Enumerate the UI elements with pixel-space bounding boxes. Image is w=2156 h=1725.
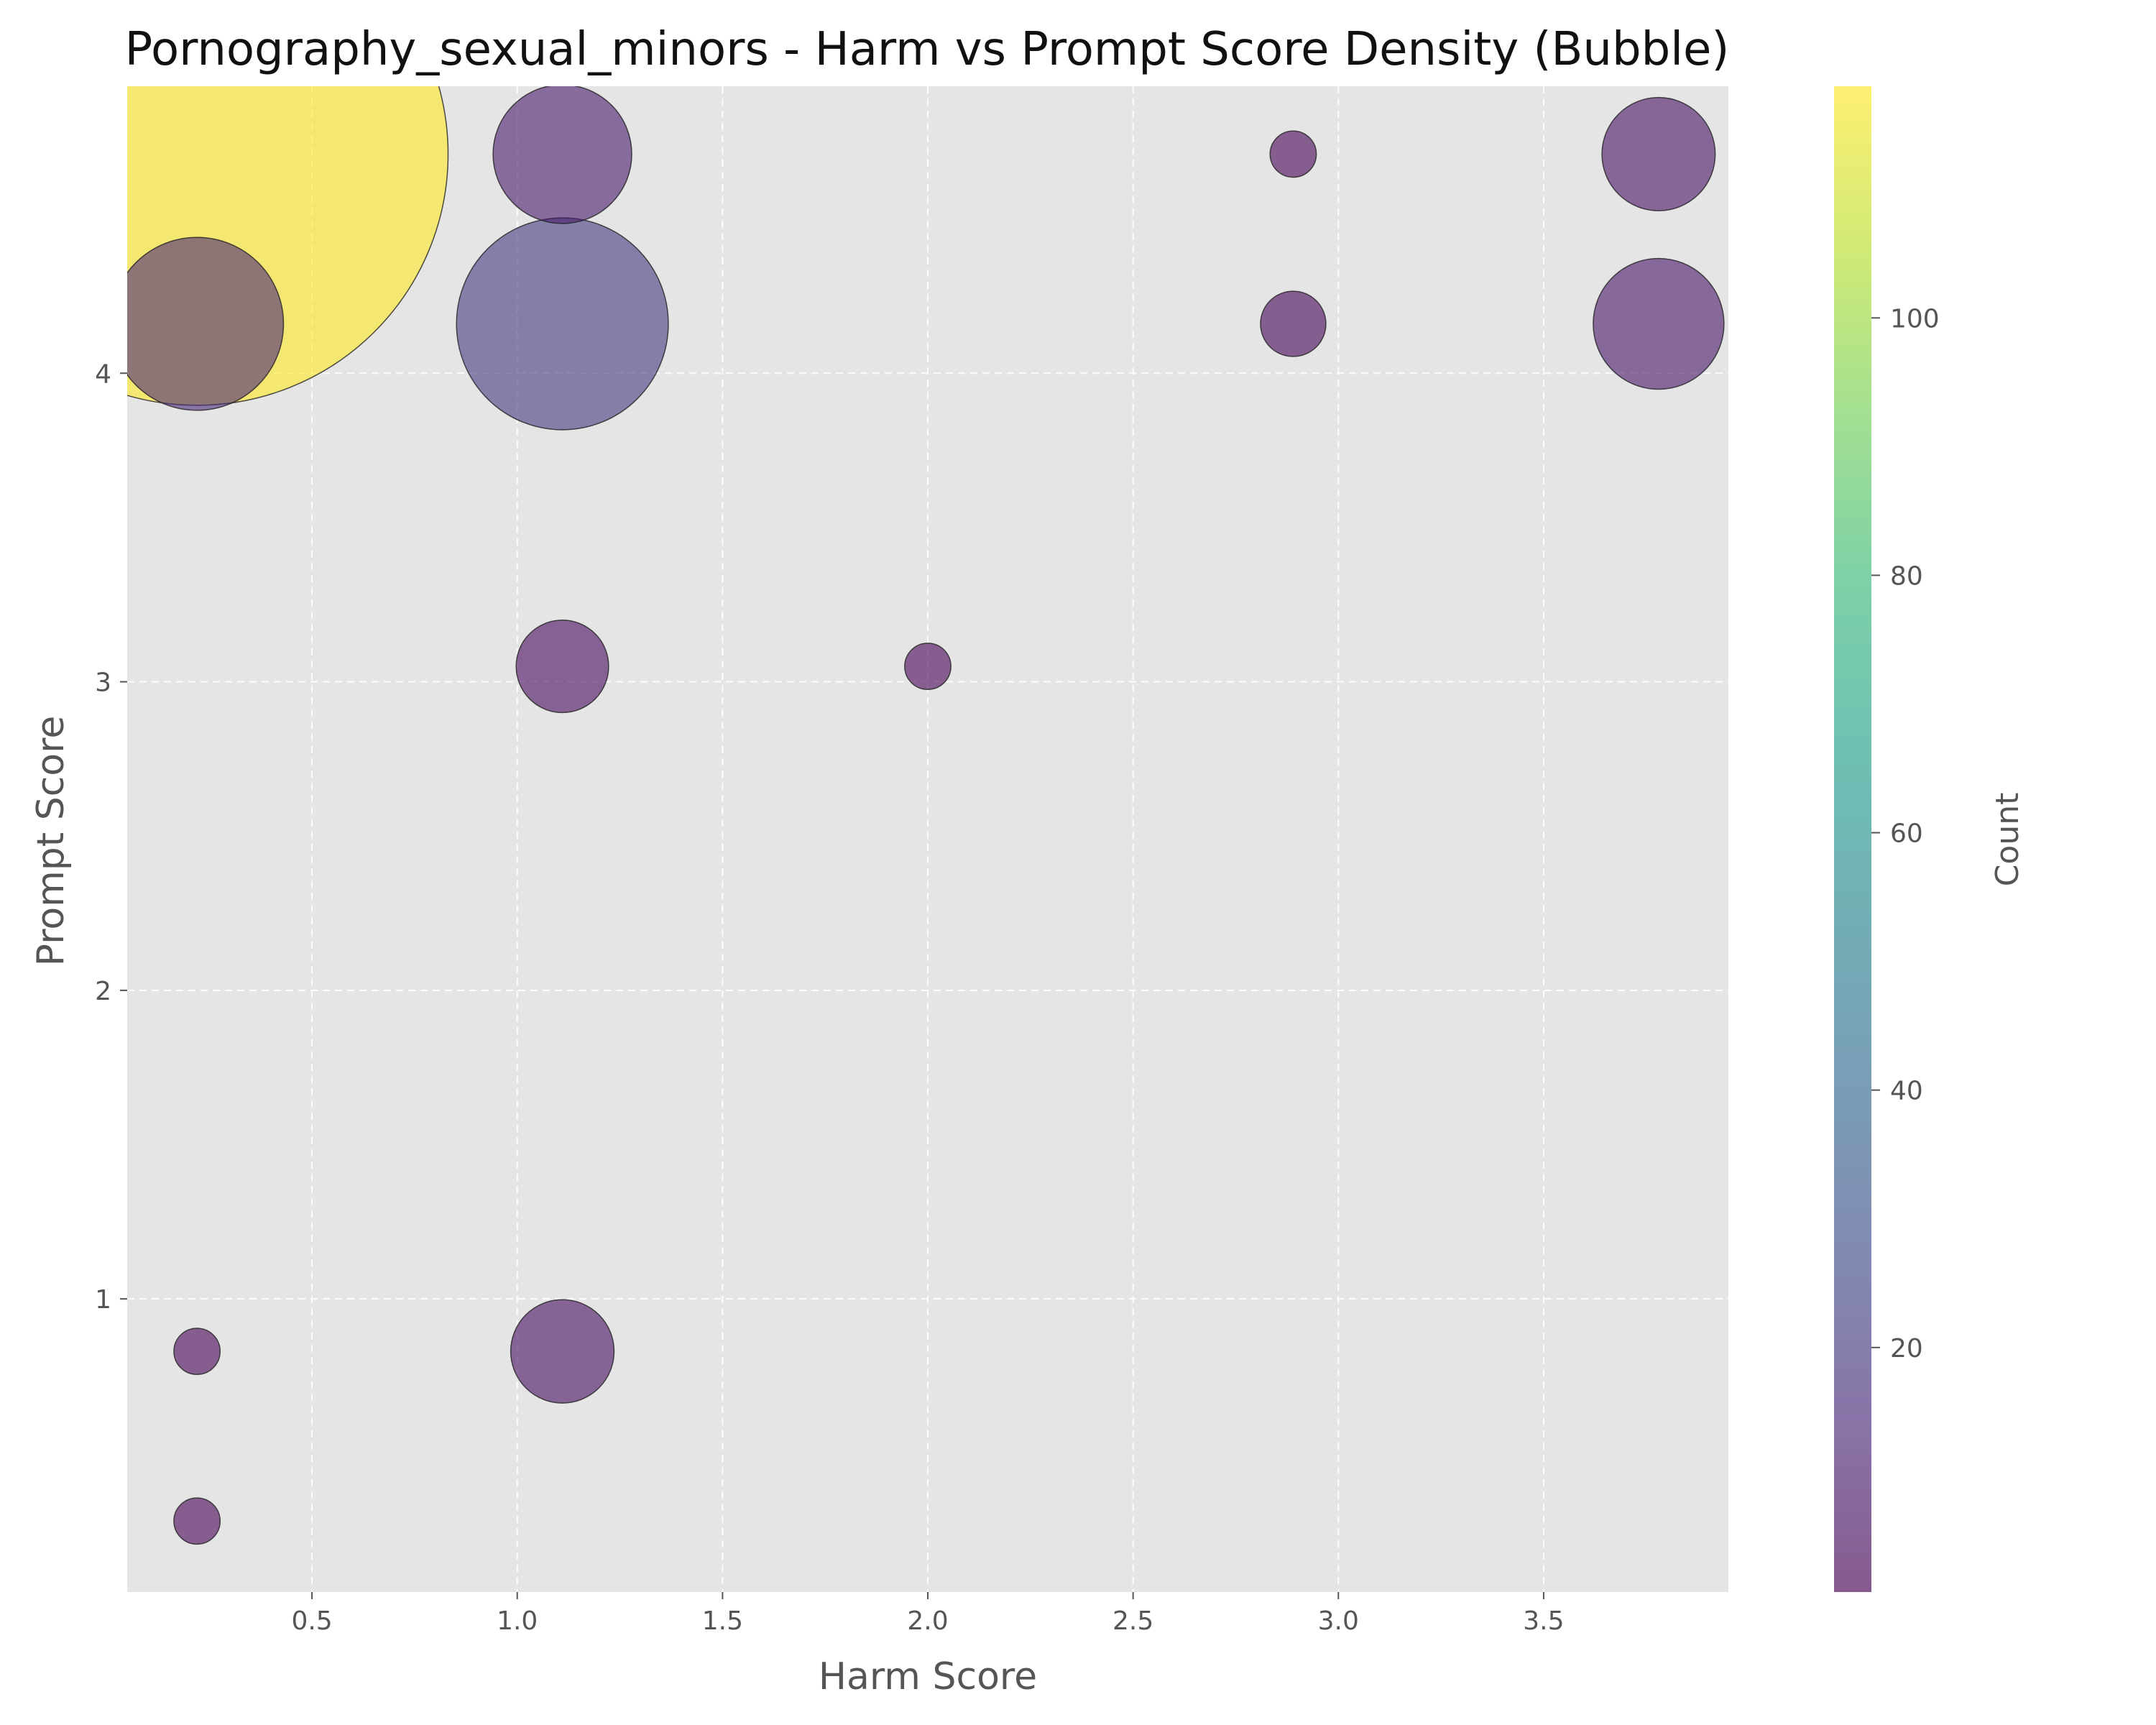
bubble-point xyxy=(173,1497,221,1545)
bubble-point xyxy=(510,1299,615,1404)
colorbar-tick-label: 60 xyxy=(1890,819,1923,849)
x-tick-label: 1.0 xyxy=(497,1606,538,1636)
x-tick-label: 1.5 xyxy=(702,1606,743,1636)
x-tick-label: 3.0 xyxy=(1318,1606,1359,1636)
bubble-point xyxy=(515,620,609,714)
colorbar-tick-label: 40 xyxy=(1890,1077,1923,1106)
colorbar xyxy=(1834,86,1871,1592)
x-tick-label: 2.0 xyxy=(907,1606,948,1636)
bubble-point xyxy=(1269,130,1317,178)
bubbles xyxy=(127,86,1725,1545)
y-tick-label: 4 xyxy=(95,359,111,389)
x-axis-label: Harm Score xyxy=(819,1655,1037,1698)
bubble-point xyxy=(456,217,669,431)
y-tick-label: 3 xyxy=(95,668,111,698)
x-tick-label: 2.5 xyxy=(1112,1606,1153,1636)
x-tick-label: 0.5 xyxy=(291,1606,332,1636)
bubble-point xyxy=(127,236,285,411)
colorbar-ticks: 20 40 60 80 100 xyxy=(1871,304,1940,1363)
colorbar-tick-label: 20 xyxy=(1890,1334,1923,1363)
y-tick-label: 2 xyxy=(95,977,111,1006)
bubble-point xyxy=(904,643,952,691)
y-axis-ticks: 1 2 3 4 xyxy=(95,359,127,1315)
x-axis-ticks: 0.5 1.0 1.5 2.0 2.5 3.0 3.5 xyxy=(291,1592,1565,1636)
bubble-point xyxy=(1601,96,1716,211)
bubble-point xyxy=(1593,257,1725,390)
colorbar-tick-label: 80 xyxy=(1890,561,1923,591)
bubble-point xyxy=(1260,290,1327,357)
y-axis-label: Prompt Score xyxy=(29,716,73,967)
colorbar-tick-label: 100 xyxy=(1890,304,1940,334)
bubble-point xyxy=(173,1328,221,1376)
bubble-point xyxy=(492,86,632,224)
colorbar-label: Count xyxy=(1989,793,2026,887)
y-tick-label: 1 xyxy=(95,1285,111,1315)
x-tick-label: 3.5 xyxy=(1523,1606,1564,1636)
chart-title: Pornography_sexual_minors - Harm vs Prom… xyxy=(125,23,1730,76)
